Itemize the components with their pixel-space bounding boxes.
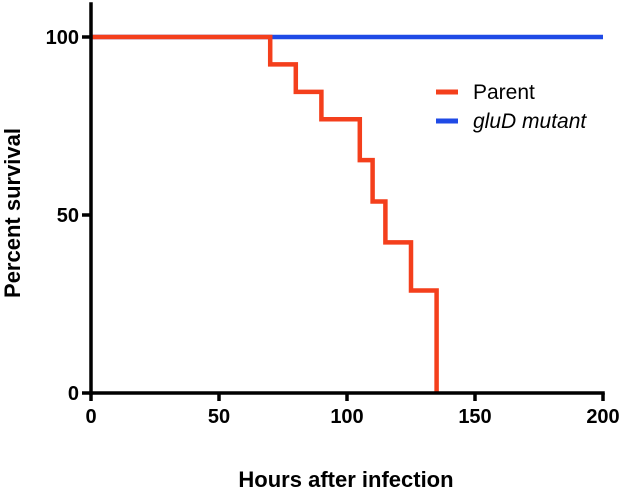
y-tick-label-50: 50 xyxy=(57,205,79,227)
y-tick-label-0: 0 xyxy=(68,383,79,405)
series-layer xyxy=(91,34,603,393)
y-axis-title: Percent survival xyxy=(0,128,25,298)
x-axis-title: Hours after infection xyxy=(238,467,453,492)
ticks-layer: 0 50 100 150 200 0 50 100 xyxy=(46,27,620,428)
y-tick-label-100: 100 xyxy=(46,27,79,49)
legend-label-parent: Parent xyxy=(473,81,535,104)
legend: Parent gluD mutant xyxy=(436,81,587,133)
x-tick-label-50: 50 xyxy=(208,406,230,428)
series-line-parent xyxy=(91,34,439,393)
legend-label-glud-mutant: gluD mutant xyxy=(473,110,587,133)
x-tick-label-0: 0 xyxy=(85,406,96,428)
x-tick-label-100: 100 xyxy=(330,406,363,428)
x-tick-label-150: 150 xyxy=(458,406,491,428)
x-tick-label-200: 200 xyxy=(586,406,619,428)
